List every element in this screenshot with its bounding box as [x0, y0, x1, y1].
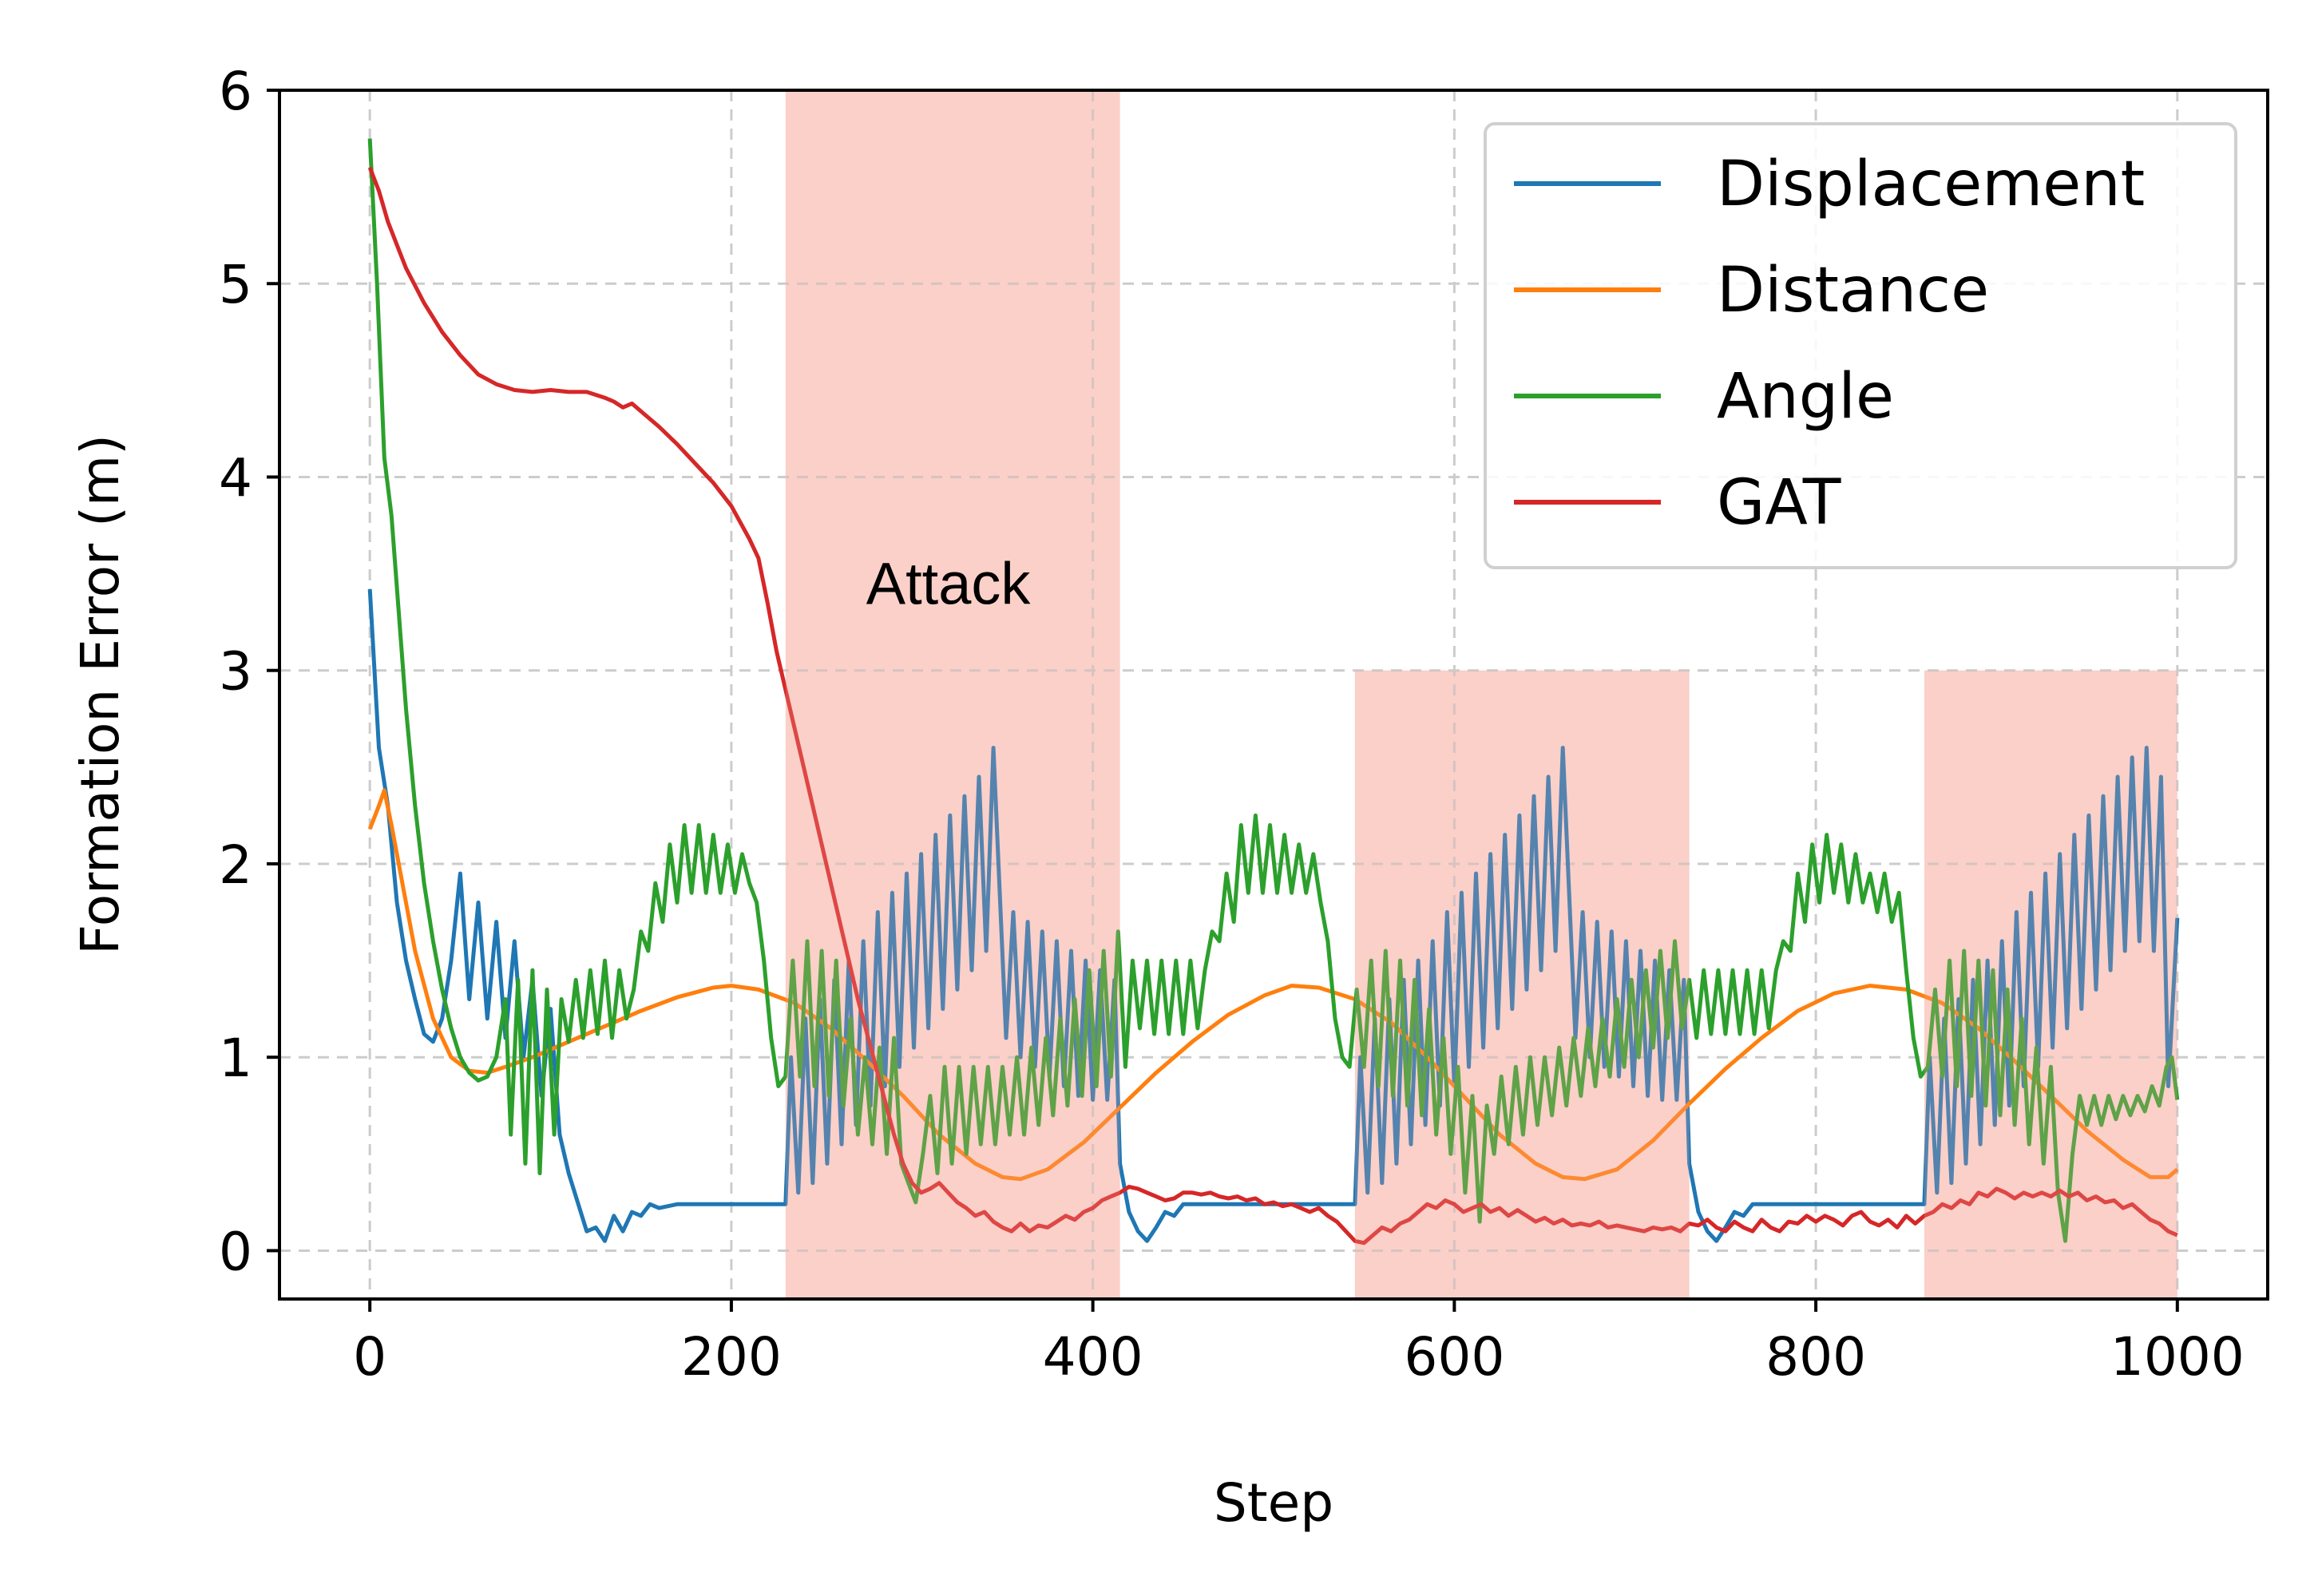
- series-line-gat: [367, 166, 2178, 1246]
- x-tick-label: 1000: [2110, 1326, 2245, 1388]
- y-tick-label: 1: [219, 1028, 252, 1089]
- x-tick-label: 600: [1404, 1326, 1504, 1388]
- legend: Displacement Distance Angle GAT: [1484, 122, 2237, 569]
- y-tick-label: 6: [219, 61, 252, 122]
- axes: [278, 89, 2269, 1301]
- y-tick-label: 5: [219, 254, 252, 315]
- x-tick-label: 400: [1043, 1326, 1143, 1388]
- attack-annotation: Attack: [866, 551, 1032, 617]
- series-line-displacement: [367, 588, 2180, 1243]
- legend-label-angle: Angle: [1717, 361, 1894, 433]
- legend-label-displacement: Displacement: [1717, 149, 2145, 220]
- y-tick-label: 0: [219, 1221, 252, 1282]
- attack-region-overlay-1: [785, 90, 1120, 1299]
- y-tick-label: 4: [219, 447, 252, 509]
- ticks: 0 200 400 600 800 1000 0 1 2 3 4 5 6: [219, 61, 2245, 1388]
- legend-box: [1484, 122, 2237, 569]
- y-axis-label: Formation Error (m): [69, 434, 131, 955]
- x-axis-label: Step: [1214, 1472, 1333, 1534]
- series-lines: [367, 90, 2180, 1299]
- plot-frame: [278, 89, 2269, 1301]
- y-tick-label: 3: [219, 641, 252, 703]
- attack-region-overlay-2: [1354, 670, 1690, 1299]
- x-tick-label: 800: [1765, 1326, 1866, 1388]
- legend-label-gat: GAT: [1717, 467, 1841, 539]
- legend-label-distance: Distance: [1717, 255, 1989, 327]
- attack-region-overlay-3: [1924, 670, 2177, 1299]
- x-tick-label: 200: [681, 1326, 782, 1388]
- x-tick-label: 0: [353, 1326, 386, 1388]
- series-line-angle: [367, 138, 2180, 1243]
- y-tick-label: 2: [219, 834, 252, 896]
